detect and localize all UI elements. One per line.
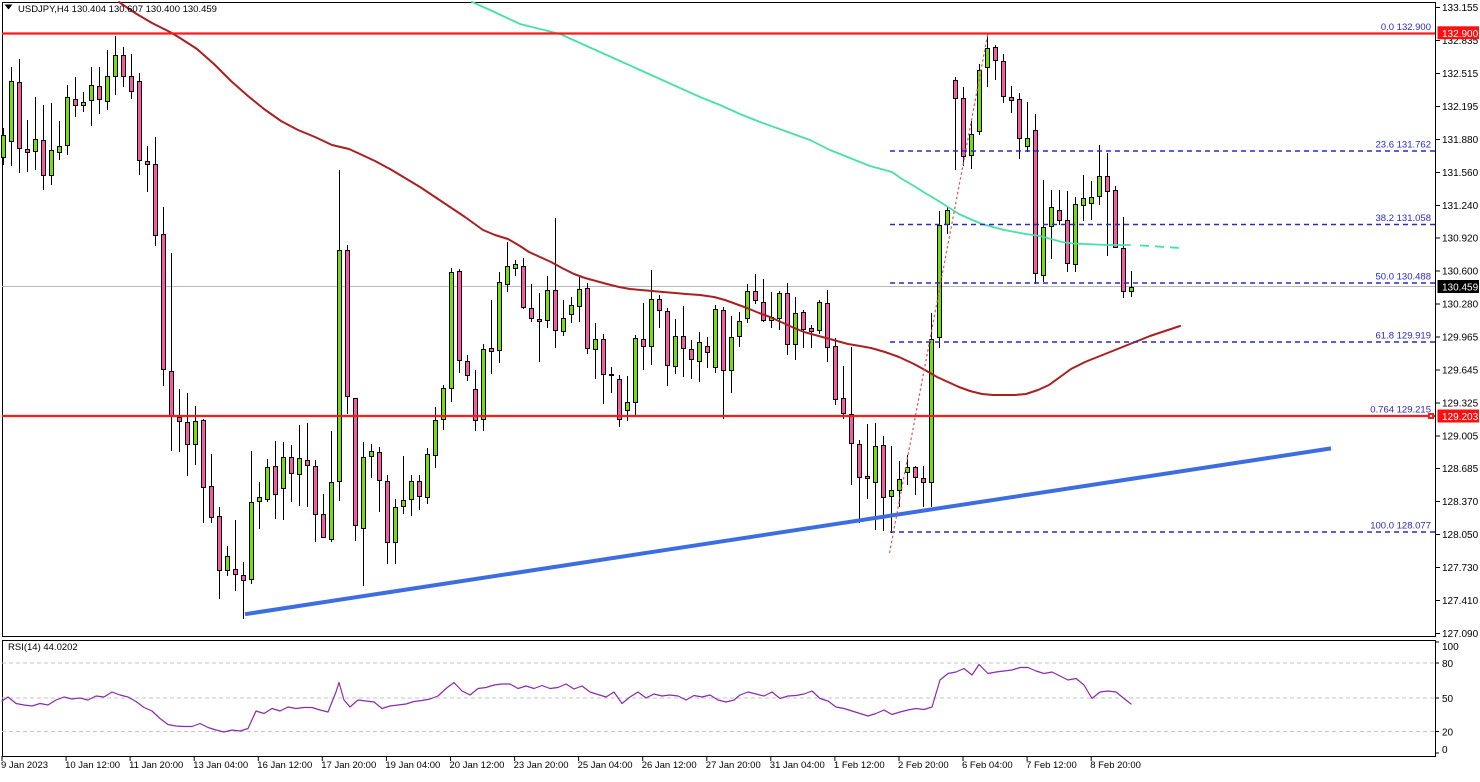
svg-text:19 Jan 04:00: 19 Jan 04:00 xyxy=(385,760,440,771)
svg-text:31 Jan 04:00: 31 Jan 04:00 xyxy=(770,760,825,771)
svg-text:9 Jan 2023: 9 Jan 2023 xyxy=(1,760,48,771)
svg-text:1 Feb 12:00: 1 Feb 12:00 xyxy=(834,760,885,771)
svg-text:128.050: 128.050 xyxy=(1442,530,1479,541)
svg-text:2 Feb 20:00: 2 Feb 20:00 xyxy=(898,760,949,771)
svg-text:6 Feb 04:00: 6 Feb 04:00 xyxy=(962,760,1013,771)
svg-text:0.0 132.900: 0.0 132.900 xyxy=(1381,22,1431,33)
svg-text:132.900: 132.900 xyxy=(1442,29,1479,40)
svg-text:129.005: 129.005 xyxy=(1442,431,1479,442)
svg-text:11 Jan 20:00: 11 Jan 20:00 xyxy=(129,760,183,771)
svg-text:132.835: 132.835 xyxy=(1442,36,1479,47)
svg-text:129.645: 129.645 xyxy=(1442,365,1479,376)
svg-text:26 Jan 12:00: 26 Jan 12:00 xyxy=(642,760,697,771)
svg-text:129.325: 129.325 xyxy=(1442,398,1479,409)
svg-text:50: 50 xyxy=(1442,694,1454,705)
svg-text:16 Jan 12:00: 16 Jan 12:00 xyxy=(257,760,312,771)
svg-text:23 Jan 20:00: 23 Jan 20:00 xyxy=(514,760,569,771)
svg-text:131.240: 131.240 xyxy=(1442,201,1479,212)
svg-text:17 Jan 20:00: 17 Jan 20:00 xyxy=(321,760,376,771)
svg-text:7 Feb 12:00: 7 Feb 12:00 xyxy=(1026,760,1077,771)
svg-text:129.965: 129.965 xyxy=(1442,333,1479,344)
svg-text:128.685: 128.685 xyxy=(1442,464,1479,475)
svg-text:127.730: 127.730 xyxy=(1442,563,1479,574)
svg-text:130.280: 130.280 xyxy=(1442,300,1479,311)
svg-text:0: 0 xyxy=(1442,745,1448,756)
svg-text:100.0 128.077: 100.0 128.077 xyxy=(1370,521,1431,532)
svg-text:20: 20 xyxy=(1442,728,1454,739)
svg-text:RSI(14) 44.0202: RSI(14) 44.0202 xyxy=(8,642,78,653)
svg-text:38.2 131.058: 38.2 131.058 xyxy=(1376,213,1431,224)
svg-text:127.090: 127.090 xyxy=(1442,629,1479,640)
svg-text:23.6 131.762: 23.6 131.762 xyxy=(1376,140,1431,151)
svg-text:20 Jan 12:00: 20 Jan 12:00 xyxy=(450,760,505,771)
svg-text:8 Feb 20:00: 8 Feb 20:00 xyxy=(1090,760,1141,771)
svg-text:13 Jan 04:00: 13 Jan 04:00 xyxy=(193,760,248,771)
svg-text:127.410: 127.410 xyxy=(1442,596,1479,607)
svg-text:129.203: 129.203 xyxy=(1442,412,1479,423)
svg-text:27 Jan 20:00: 27 Jan 20:00 xyxy=(706,760,761,771)
svg-text:50.0 130.488: 50.0 130.488 xyxy=(1376,272,1431,283)
svg-text:0.764 129.215: 0.764 129.215 xyxy=(1370,405,1431,416)
svg-text:25 Jan 04:00: 25 Jan 04:00 xyxy=(578,760,633,771)
svg-text:131.880: 131.880 xyxy=(1442,135,1479,146)
svg-text:132.195: 132.195 xyxy=(1442,102,1479,113)
svg-text:130.459: 130.459 xyxy=(1442,283,1479,294)
svg-text:132.515: 132.515 xyxy=(1442,69,1479,80)
svg-text:128.370: 128.370 xyxy=(1442,497,1479,508)
svg-text:131.560: 131.560 xyxy=(1442,168,1479,179)
svg-text:130.600: 130.600 xyxy=(1442,267,1479,278)
svg-text:61.8 129.919: 61.8 129.919 xyxy=(1376,331,1431,342)
svg-text:100: 100 xyxy=(1442,642,1459,653)
svg-text:130.920: 130.920 xyxy=(1442,234,1479,245)
svg-text:80: 80 xyxy=(1442,659,1454,670)
svg-text:133.155: 133.155 xyxy=(1442,3,1479,14)
svg-text:USDJPY,H4 130.404 130.607 130: USDJPY,H4 130.404 130.607 130.400 130.45… xyxy=(18,4,217,15)
svg-text:10 Jan 12:00: 10 Jan 12:00 xyxy=(65,760,120,771)
